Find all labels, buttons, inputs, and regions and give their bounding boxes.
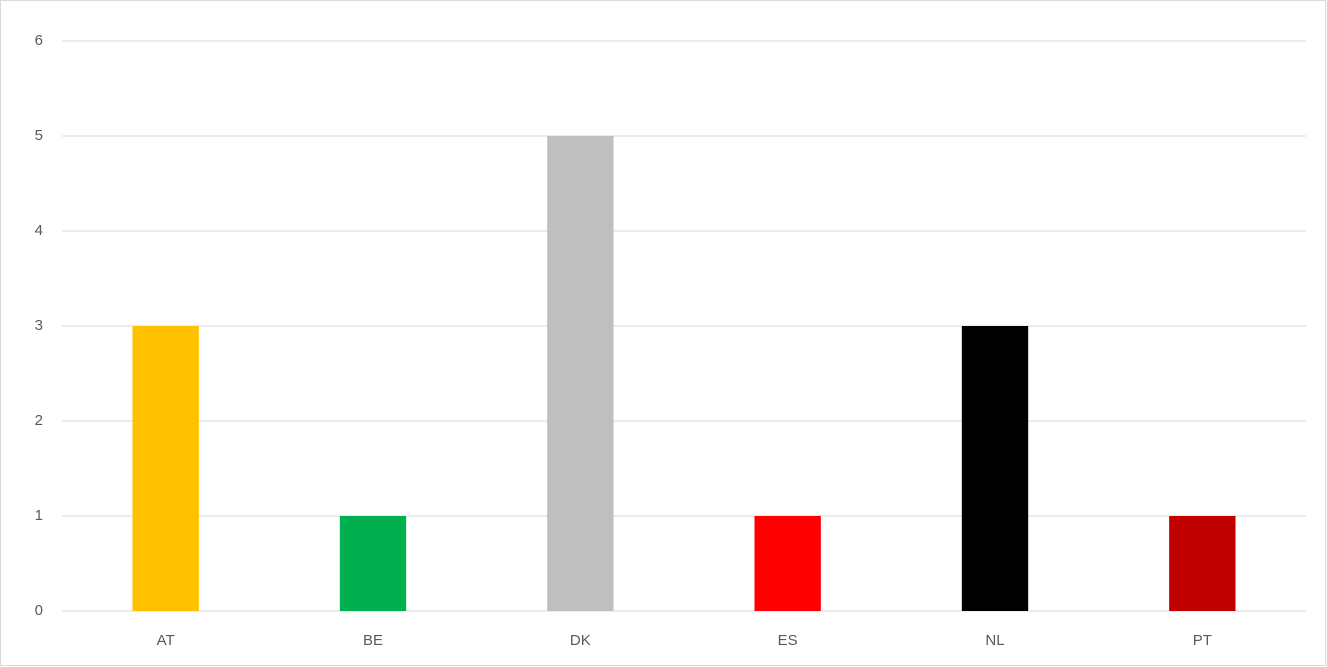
y-tick-label: 1 (35, 507, 43, 524)
y-tick-label: 4 (35, 222, 43, 239)
y-tick-label: 3 (35, 317, 43, 334)
bar (547, 136, 614, 611)
x-tick-label: AT (157, 632, 175, 649)
x-tick-label: DK (570, 632, 591, 649)
x-tick-label: NL (985, 632, 1004, 649)
y-tick-label: 2 (35, 412, 43, 429)
bar (961, 326, 1029, 611)
x-tick-label: ES (778, 632, 798, 649)
bar (339, 516, 407, 611)
bar (132, 326, 199, 611)
x-tick-label: BE (363, 632, 383, 649)
y-tick-label: 5 (35, 127, 43, 144)
bar (1169, 516, 1236, 611)
bar (754, 516, 821, 611)
y-tick-label: 0 (35, 602, 43, 619)
y-tick-label: 6 (35, 32, 43, 49)
x-tick-label: PT (1193, 632, 1212, 649)
